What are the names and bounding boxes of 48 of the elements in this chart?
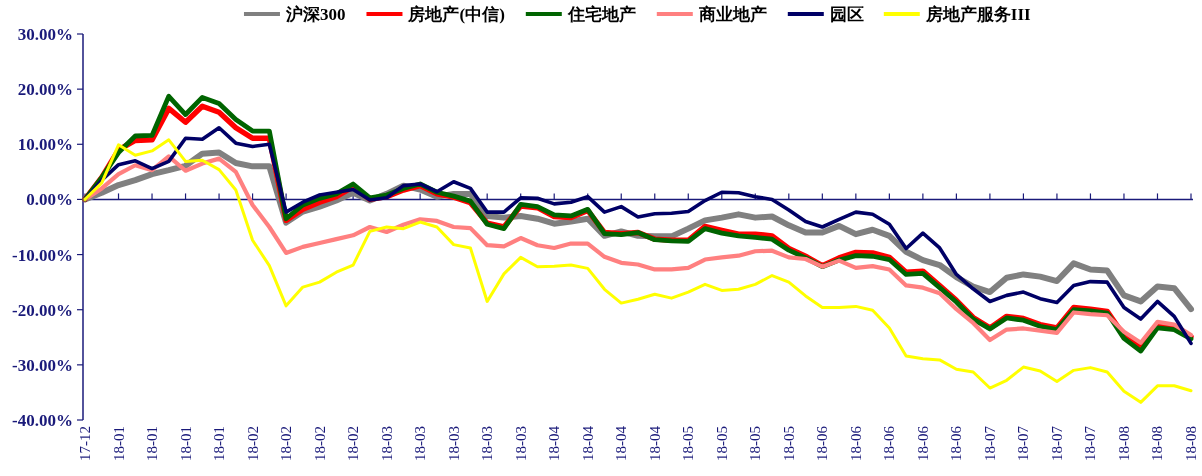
- x-tick-label: 18-05: [680, 426, 697, 461]
- legend-label: 住宅地产: [566, 5, 636, 24]
- x-tick-label: 18-08: [1183, 426, 1199, 461]
- x-tick-label: 18-02: [345, 426, 362, 461]
- x-tick-label: 17-12: [77, 426, 93, 461]
- x-tick-label: 18-05: [713, 426, 730, 461]
- x-tick-label: 18-02: [311, 426, 328, 461]
- x-tick-label: 18-08: [1149, 426, 1166, 461]
- y-tick-label: -20.00%: [12, 300, 73, 320]
- x-tick-label: 18-07: [981, 425, 998, 461]
- x-tick-label: 18-01: [211, 426, 228, 461]
- x-tick-label: 18-06: [814, 425, 831, 461]
- x-tick-label: 18-01: [110, 426, 127, 461]
- y-tick-label: -40.00%: [12, 411, 73, 430]
- x-tick-label: 18-04: [546, 425, 563, 461]
- y-tick-label: 10.00%: [17, 135, 73, 155]
- y-tick-label: 30.00%: [17, 25, 73, 44]
- x-tick-label: 18-08: [1115, 426, 1132, 461]
- x-tick-label: 18-06: [948, 425, 965, 461]
- y-tick-label: 0.00%: [26, 190, 73, 210]
- x-tick-label: 18-07: [1015, 425, 1032, 461]
- x-tick-label: 18-03: [479, 426, 496, 461]
- x-tick-label: 18-04: [579, 425, 596, 461]
- x-tick-label: 18-02: [278, 426, 295, 461]
- x-tick-label: 18-03: [412, 426, 429, 461]
- x-tick-label: 18-05: [747, 426, 764, 461]
- legend-label: 房地产(中信): [407, 5, 505, 24]
- x-tick-label: 18-06: [847, 425, 864, 461]
- legend-label: 沪深300: [284, 5, 346, 24]
- x-tick-label: 18-06: [914, 425, 931, 461]
- x-tick-label: 18-06: [881, 425, 898, 461]
- legend-label: 房地产服务III: [924, 5, 1032, 24]
- legend-label: 商业地产: [697, 5, 767, 24]
- y-tick-label: -10.00%: [12, 245, 73, 265]
- x-tick-label: 18-07: [1048, 425, 1065, 461]
- x-tick-label: 18-03: [378, 426, 395, 461]
- x-tick-label: 18-01: [177, 426, 194, 461]
- x-tick-label: 18-02: [244, 426, 261, 461]
- x-tick-label: 18-05: [780, 426, 797, 461]
- x-tick-label: 18-04: [646, 425, 663, 461]
- x-tick-label: 18-01: [144, 426, 161, 461]
- x-tick-label: 18-07: [1082, 425, 1099, 461]
- x-tick-label: 18-04: [613, 425, 630, 461]
- x-tick-label: 18-03: [512, 426, 529, 461]
- y-tick-label: 20.00%: [17, 80, 73, 100]
- x-tick-label: 18-03: [445, 426, 462, 461]
- y-tick-label: -30.00%: [12, 355, 73, 375]
- legend-label: 园区: [829, 5, 864, 24]
